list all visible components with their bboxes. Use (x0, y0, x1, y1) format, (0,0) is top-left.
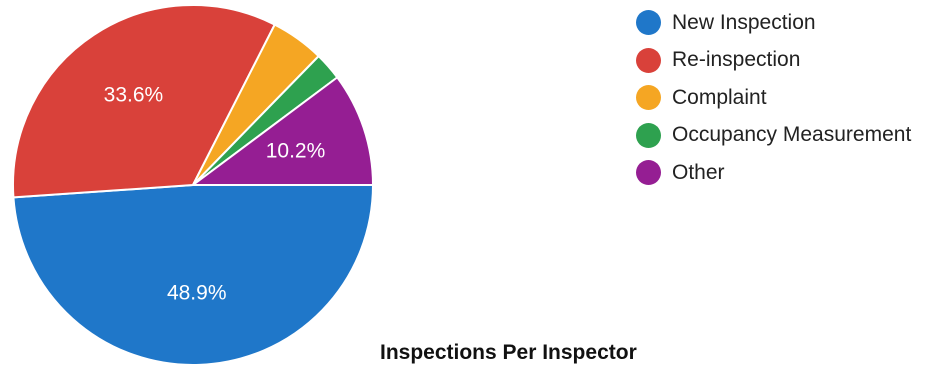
legend-item-complaint: Complaint (636, 79, 911, 117)
legend-label: New Inspection (672, 10, 816, 34)
legend-swatch-icon (636, 85, 661, 111)
legend-label: Occupancy Measurement (672, 123, 912, 147)
legend-item-other: Other (636, 154, 911, 192)
pie-slice-label-re-inspection: 33.6% (104, 83, 164, 106)
legend-item-new-inspection: New Inspection (636, 4, 911, 42)
legend-swatch-icon (636, 160, 661, 186)
pie-slices (12, 4, 374, 365)
pie-slice-label-other: 10.2% (266, 139, 326, 162)
legend-swatch-icon (636, 47, 661, 73)
pie-slice-other (192, 76, 374, 186)
pie-slice-label-new-inspection: 48.9% (167, 281, 227, 304)
legend-item-occupancy-measurement: Occupancy Measurement (636, 117, 911, 155)
pie-slice-new-inspection (12, 184, 374, 365)
legend-swatch-icon (636, 122, 661, 148)
pie-slice-re-inspection (12, 4, 276, 199)
legend-item-re-inspection: Re-inspection (636, 42, 911, 80)
legend-label: Other (672, 160, 725, 184)
pie-slice-labels: 48.9% 33.6% 10.2% (104, 83, 326, 304)
legend-label: Re-inspection (672, 48, 801, 72)
chart-legend: New Inspection Re-inspection Complaint Occu… (636, 4, 911, 192)
legend-label: Complaint (672, 85, 767, 109)
legend-swatch-icon (636, 10, 661, 36)
section-heading: Inspections Per Inspector (380, 341, 637, 364)
